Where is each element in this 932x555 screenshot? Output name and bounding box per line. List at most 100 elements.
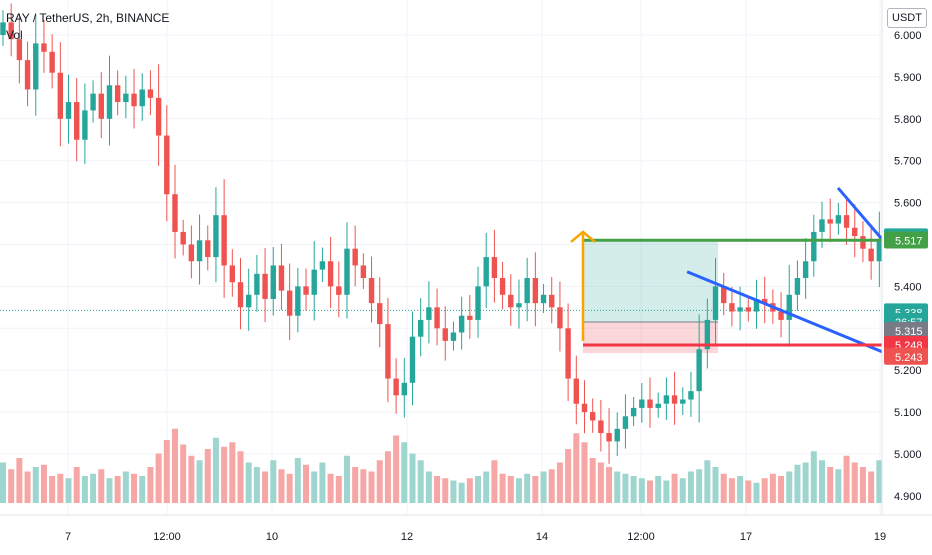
price-tick-label: 6.000 — [894, 30, 922, 42]
candle-body — [549, 294, 555, 308]
volume-bar — [606, 467, 613, 503]
candle-body — [205, 240, 211, 258]
candle-body — [295, 286, 301, 316]
volume-bar — [573, 433, 580, 503]
volume-bar — [761, 478, 768, 503]
price-axis[interactable]: 6.0005.9005.8005.7005.6005.5005.4005.300… — [881, 0, 932, 550]
volume-bar — [327, 473, 334, 503]
volume-bar — [532, 476, 539, 503]
volume-bar — [851, 462, 858, 503]
price-tick-label: 5.400 — [894, 281, 922, 293]
candle-body — [90, 93, 96, 111]
candle-body — [139, 89, 145, 107]
candle-body — [639, 399, 645, 408]
volume-bar — [655, 476, 662, 503]
candle-body — [557, 307, 563, 329]
candle-body — [737, 307, 743, 312]
price-tag: 5.315 — [884, 321, 928, 339]
volume-bar — [442, 478, 449, 503]
candle-body — [827, 219, 833, 224]
candle-body — [450, 332, 457, 341]
candle-body — [327, 261, 334, 287]
volume-indicator-label[interactable]: Vol — [6, 28, 23, 42]
candle-body — [164, 135, 170, 195]
volume-bar — [360, 469, 367, 503]
grid-lines — [0, 0, 882, 515]
time-axis-bg — [0, 515, 932, 550]
symbol-title[interactable]: RAY / TetherUS, 2h, BINANCE — [6, 11, 170, 25]
volume-bar — [704, 460, 711, 503]
candle-body — [262, 273, 268, 299]
candle-body — [385, 324, 391, 379]
volume-bar — [253, 467, 260, 503]
candle-body — [516, 303, 522, 308]
volume-bar — [180, 444, 187, 503]
price-tag-bg — [884, 321, 928, 339]
candle-body — [704, 319, 711, 350]
candle-body — [393, 378, 399, 396]
candle-body — [344, 248, 350, 295]
volume-bar — [802, 462, 809, 503]
candle-body — [286, 290, 293, 316]
time-tick-label: 7 — [65, 531, 71, 543]
volume-bar — [81, 476, 88, 503]
volume-bar — [819, 460, 825, 503]
volume-bar — [278, 469, 285, 503]
volume-bar — [114, 476, 121, 503]
volume-bar — [163, 440, 170, 503]
time-axis[interactable]: 7 12:00 10 12 14 12:00 17 19 — [0, 514, 932, 550]
time-tick-label: 19 — [874, 531, 886, 543]
candle-body — [622, 416, 629, 429]
volume-bar — [753, 482, 760, 503]
currency-button[interactable]: USDT — [887, 8, 927, 28]
candle-body — [188, 244, 195, 262]
volume-bar — [565, 449, 572, 503]
candle-body — [303, 286, 309, 295]
volume-bar — [647, 480, 654, 503]
candle-body — [147, 89, 154, 98]
candle-body — [483, 257, 489, 287]
volume-bar — [319, 462, 326, 503]
volume-bar — [556, 462, 563, 503]
price-tag-bg — [884, 347, 928, 365]
volume-bar — [237, 451, 244, 503]
volume-bar — [417, 460, 424, 503]
volume-bar — [491, 460, 498, 503]
price-tick-label: 5.000 — [894, 449, 922, 461]
candle-body — [852, 227, 858, 237]
volume-bar — [548, 469, 555, 503]
candle-body — [41, 43, 47, 52]
candle-body — [696, 349, 702, 392]
volume-bar — [810, 451, 817, 503]
candle-body — [442, 328, 448, 341]
price-tag-label: 5.315 — [895, 326, 923, 338]
candle-body — [417, 319, 424, 337]
price-axis-bg — [882, 0, 932, 550]
volume-bar — [859, 467, 866, 503]
candle-body — [246, 294, 252, 308]
candle-body — [131, 93, 137, 107]
volume-bar — [393, 435, 400, 503]
volume-bar — [409, 453, 416, 503]
wedge-lower-line — [686, 270, 932, 374]
candle-body — [16, 39, 23, 61]
candle-body — [721, 286, 727, 304]
candle-body — [254, 273, 260, 295]
candle-body — [745, 307, 751, 312]
volume-bar — [630, 476, 637, 503]
volume-bar — [352, 467, 359, 503]
candle-body — [0, 22, 6, 35]
price-tag: 5.517 — [884, 231, 928, 249]
candle-body — [868, 248, 874, 262]
candle-body — [778, 311, 784, 320]
candle-body — [172, 194, 178, 232]
volume-bar — [786, 471, 793, 503]
candle-body — [49, 51, 55, 73]
volume-bar — [638, 478, 645, 503]
candle-body — [680, 399, 686, 404]
candle-body — [24, 60, 31, 90]
volume-bar — [196, 460, 203, 503]
volume-bar — [90, 473, 97, 503]
